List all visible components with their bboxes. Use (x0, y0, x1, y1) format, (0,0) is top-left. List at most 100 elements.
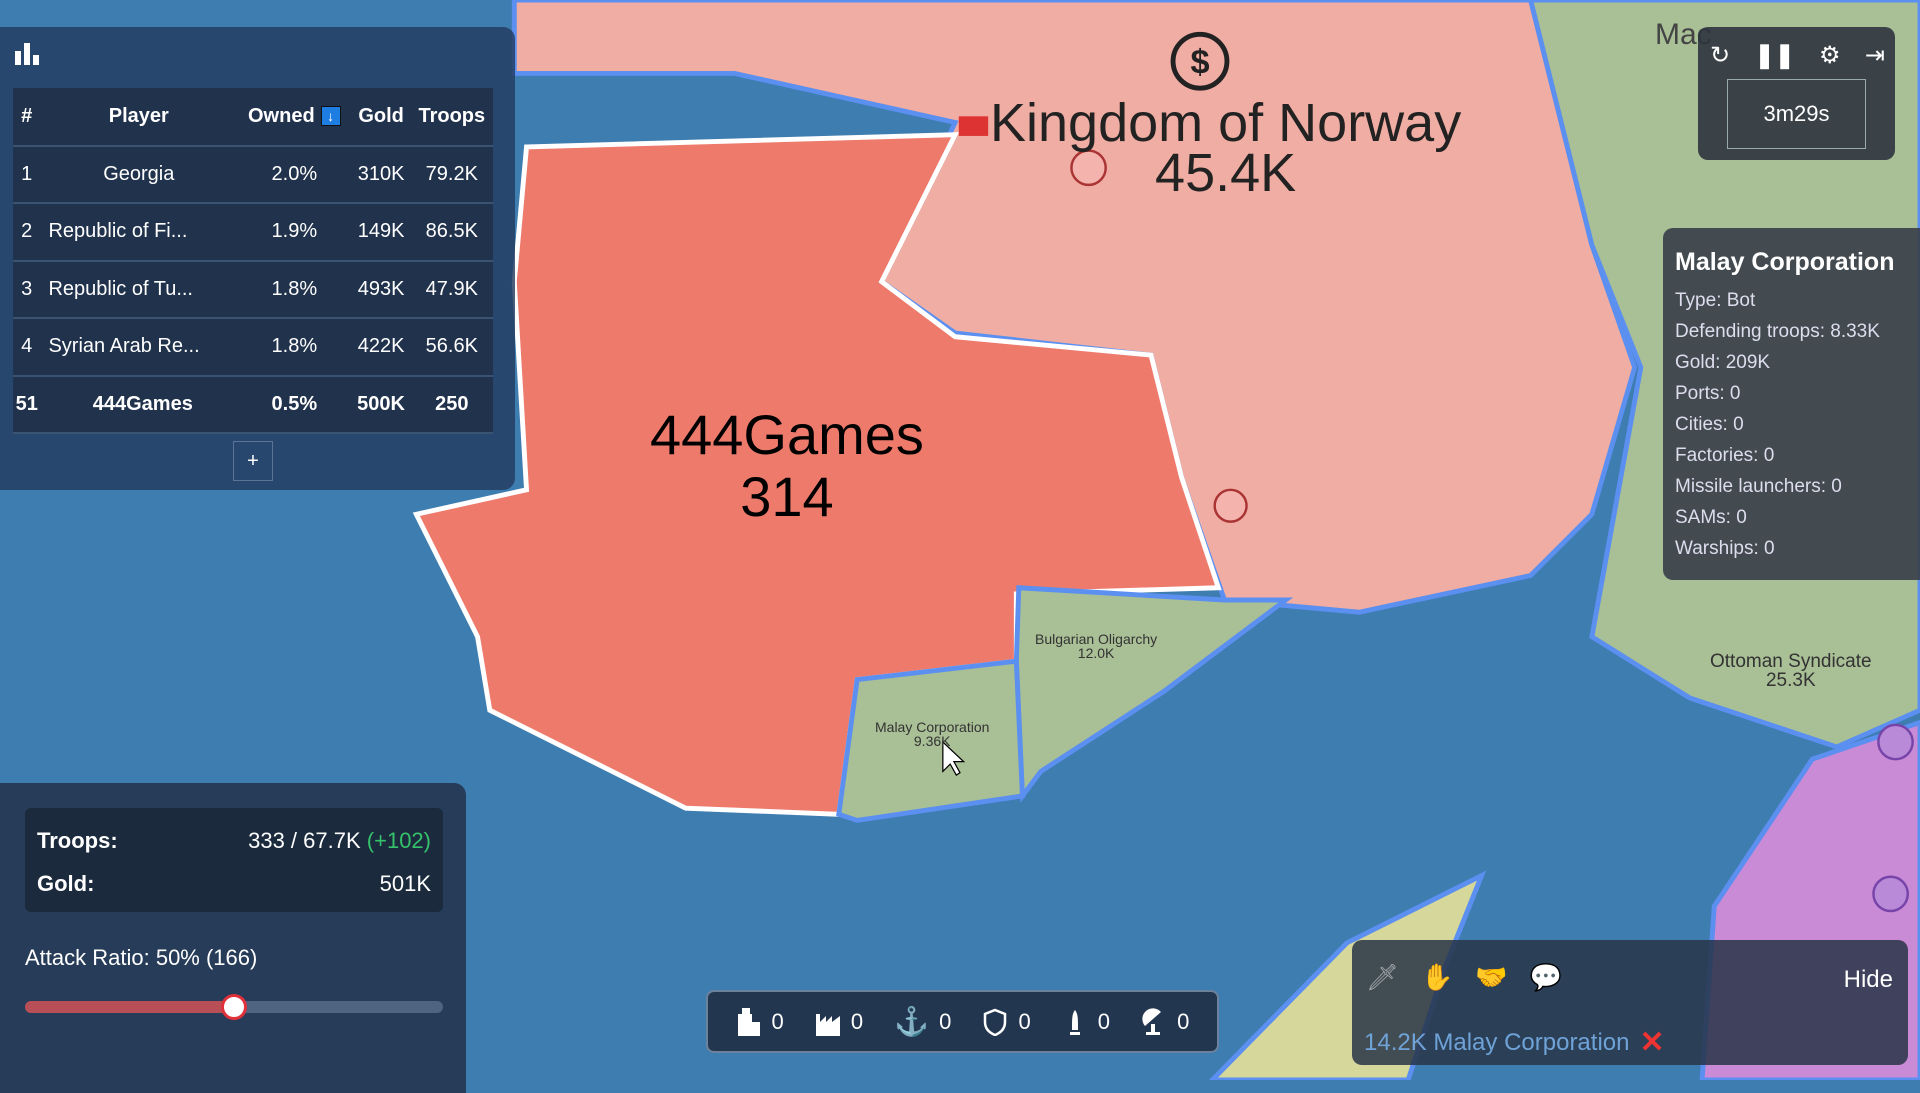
exit-icon[interactable]: ⇥ (1864, 42, 1885, 69)
map-label-444games: 444Games 314 (650, 403, 924, 528)
map-label-norway: Kingdom of Norway 45.4K (990, 93, 1462, 203)
build-city[interactable]: 0 (736, 1007, 784, 1036)
pause-icon[interactable]: ❚❚ (1754, 42, 1795, 69)
defense-shield-icon (984, 1008, 1007, 1036)
missile-silo-count: 0 (1097, 1008, 1111, 1034)
rank: 51 (13, 375, 41, 434)
table-row[interactable]: 2 Republic of Fi... 1.9% 149K 86.5K (13, 203, 493, 262)
table-row[interactable]: 1 Georgia 2.0% 310K 79.2K (13, 145, 493, 204)
alliance-handshake-icon[interactable]: 🤝 (1475, 962, 1508, 992)
player-info-panel: Malay Corporation Type: Bot Defending tr… (1663, 228, 1920, 580)
attack-target-text: 14.2K Malay Corporation (1364, 1028, 1630, 1056)
info-warships: Warships: 0 (1675, 538, 1775, 559)
sam-count: 0 (1177, 1008, 1190, 1034)
player-stats-panel: Troops: 333 / 67.7K (+102) Gold: 501K Atta… (0, 783, 466, 1093)
owned: 0.5% (237, 375, 352, 434)
sam-radar-icon (1142, 1007, 1162, 1035)
gold: 500K (351, 375, 411, 434)
dollar-icon: $ (1190, 43, 1209, 81)
owned: 1.8% (237, 318, 352, 377)
build-port[interactable]: ⚓ 0 (894, 1005, 951, 1038)
build-factory[interactable]: 0 (815, 1008, 863, 1036)
build-defense[interactable]: 0 (982, 1008, 1031, 1036)
attack-ratio-label: Attack Ratio: 50% (166) (25, 945, 258, 970)
settings-icon[interactable]: ⚙ (1819, 42, 1841, 69)
attack-sword-icon[interactable]: 🗡 (1366, 962, 1400, 992)
stats-box: Troops: 333 / 67.7K (+102) Gold: 501K (25, 808, 443, 912)
owned: 2.0% (237, 145, 352, 204)
cancel-attack-icon[interactable]: ✕ (1639, 1026, 1665, 1059)
game-controls-panel: ↻ ❚❚ ⚙ ⇥ 3m29s (1698, 27, 1895, 160)
factory-count: 0 (850, 1008, 864, 1034)
build-missile-silo[interactable]: 0 (1062, 1008, 1110, 1036)
port-count: 0 (939, 1008, 952, 1034)
expand-leaderboard-button[interactable]: + (233, 441, 273, 481)
troops: 86.5K (410, 203, 493, 262)
info-missile-launchers: Missile launchers: 0 (1675, 476, 1842, 497)
owned: 1.9% (237, 203, 352, 262)
info-gold: Gold: 209K (1675, 352, 1771, 373)
info-defending-troops: Defending troops: 8.33K (1675, 321, 1880, 342)
info-sams: SAMs: 0 (1675, 507, 1747, 528)
map-label-ottoman: Ottoman Syndicate 25.3K (1710, 651, 1872, 691)
col-gold[interactable]: Gold (351, 88, 411, 147)
col-owned[interactable]: Owned ↓ (237, 88, 352, 147)
troops-value: 333 / 67.7K (248, 828, 361, 853)
missile-silo-icon (1069, 1009, 1080, 1035)
hide-button[interactable]: Hide (1843, 966, 1893, 993)
player-name: 444Games (40, 375, 238, 434)
info-type: Type: Bot (1675, 290, 1756, 311)
build-sam[interactable]: 0 (1141, 1007, 1190, 1036)
gold-value: 501K (379, 871, 431, 896)
gold: 493K (351, 260, 411, 319)
rank: 1 (13, 145, 41, 204)
player-name: Republic of Fi... (40, 203, 238, 262)
defense-marker-icon (1872, 875, 1909, 913)
chat-icon[interactable]: 💬 (1529, 962, 1563, 992)
col-owned-label: Owned (247, 104, 315, 127)
attack-ratio-slider[interactable] (25, 994, 443, 1020)
defense-count: 0 (1018, 1008, 1031, 1034)
gold-label: Gold: (37, 871, 95, 896)
player-name: Georgia (40, 145, 238, 204)
col-troops[interactable]: Troops (410, 88, 493, 147)
territory-malay-corporation[interactable] (836, 658, 1025, 823)
player-name: Republic of Tu... (40, 260, 238, 319)
player-actions-panel: 🗡 ✋ 🤝 💬 Hide 14.2K Malay Corporation ✕ (1352, 940, 1908, 1065)
rank: 2 (13, 203, 41, 262)
owned: 1.8% (237, 260, 352, 319)
factory-icon (815, 1013, 840, 1036)
table-header: # Player Owned ↓ Gold Troops (13, 88, 493, 147)
table-row[interactable]: 4 Syrian Arab Re... 1.8% 422K 56.6K (13, 318, 493, 377)
defense-post-icon (1213, 488, 1248, 523)
sort-down-icon[interactable]: ↓ (320, 106, 341, 127)
mouse-cursor-icon (942, 740, 966, 776)
info-title: Malay Corporation (1675, 248, 1895, 276)
game-timer: 3m29s (1727, 79, 1866, 149)
city-count: 0 (771, 1008, 784, 1034)
leaderboard-panel: # Player Owned ↓ Gold Troops 1 Georgia 2.0%… (0, 27, 515, 490)
col-rank[interactable]: # (13, 88, 41, 147)
donate-icon[interactable]: ✋ (1421, 962, 1454, 992)
rank: 4 (13, 318, 41, 377)
city-marker-icon (1070, 149, 1107, 187)
attack-target: 14.2K Malay Corporation ✕ (1364, 1025, 1665, 1060)
info-ports: Ports: 0 (1675, 383, 1741, 404)
table-row-self[interactable]: 51 444Games 0.5% 500K 250 (13, 375, 493, 434)
gold: 422K (351, 318, 411, 377)
troops: 47.9K (410, 260, 493, 319)
leaderboard-table: # Player Owned ↓ Gold Troops 1 Georgia 2.0%… (13, 88, 493, 434)
restart-icon[interactable]: ↻ (1710, 42, 1731, 69)
troops: 56.6K (410, 318, 493, 377)
troops: 79.2K (410, 145, 493, 204)
player-name: Syrian Arab Re... (40, 318, 238, 377)
info-cities: Cities: 0 (1675, 414, 1744, 435)
bar-chart-icon[interactable] (15, 43, 41, 65)
port-anchor-icon: ⚓ (894, 1006, 930, 1037)
slider-fill (25, 1001, 234, 1013)
col-player[interactable]: Player (40, 88, 238, 147)
troops-delta: (+102) (366, 828, 431, 853)
info-factories: Factories: 0 (1675, 445, 1775, 466)
table-row[interactable]: 3 Republic of Tu... 1.8% 493K 47.9K (13, 260, 493, 319)
slider-thumb[interactable] (221, 994, 247, 1020)
